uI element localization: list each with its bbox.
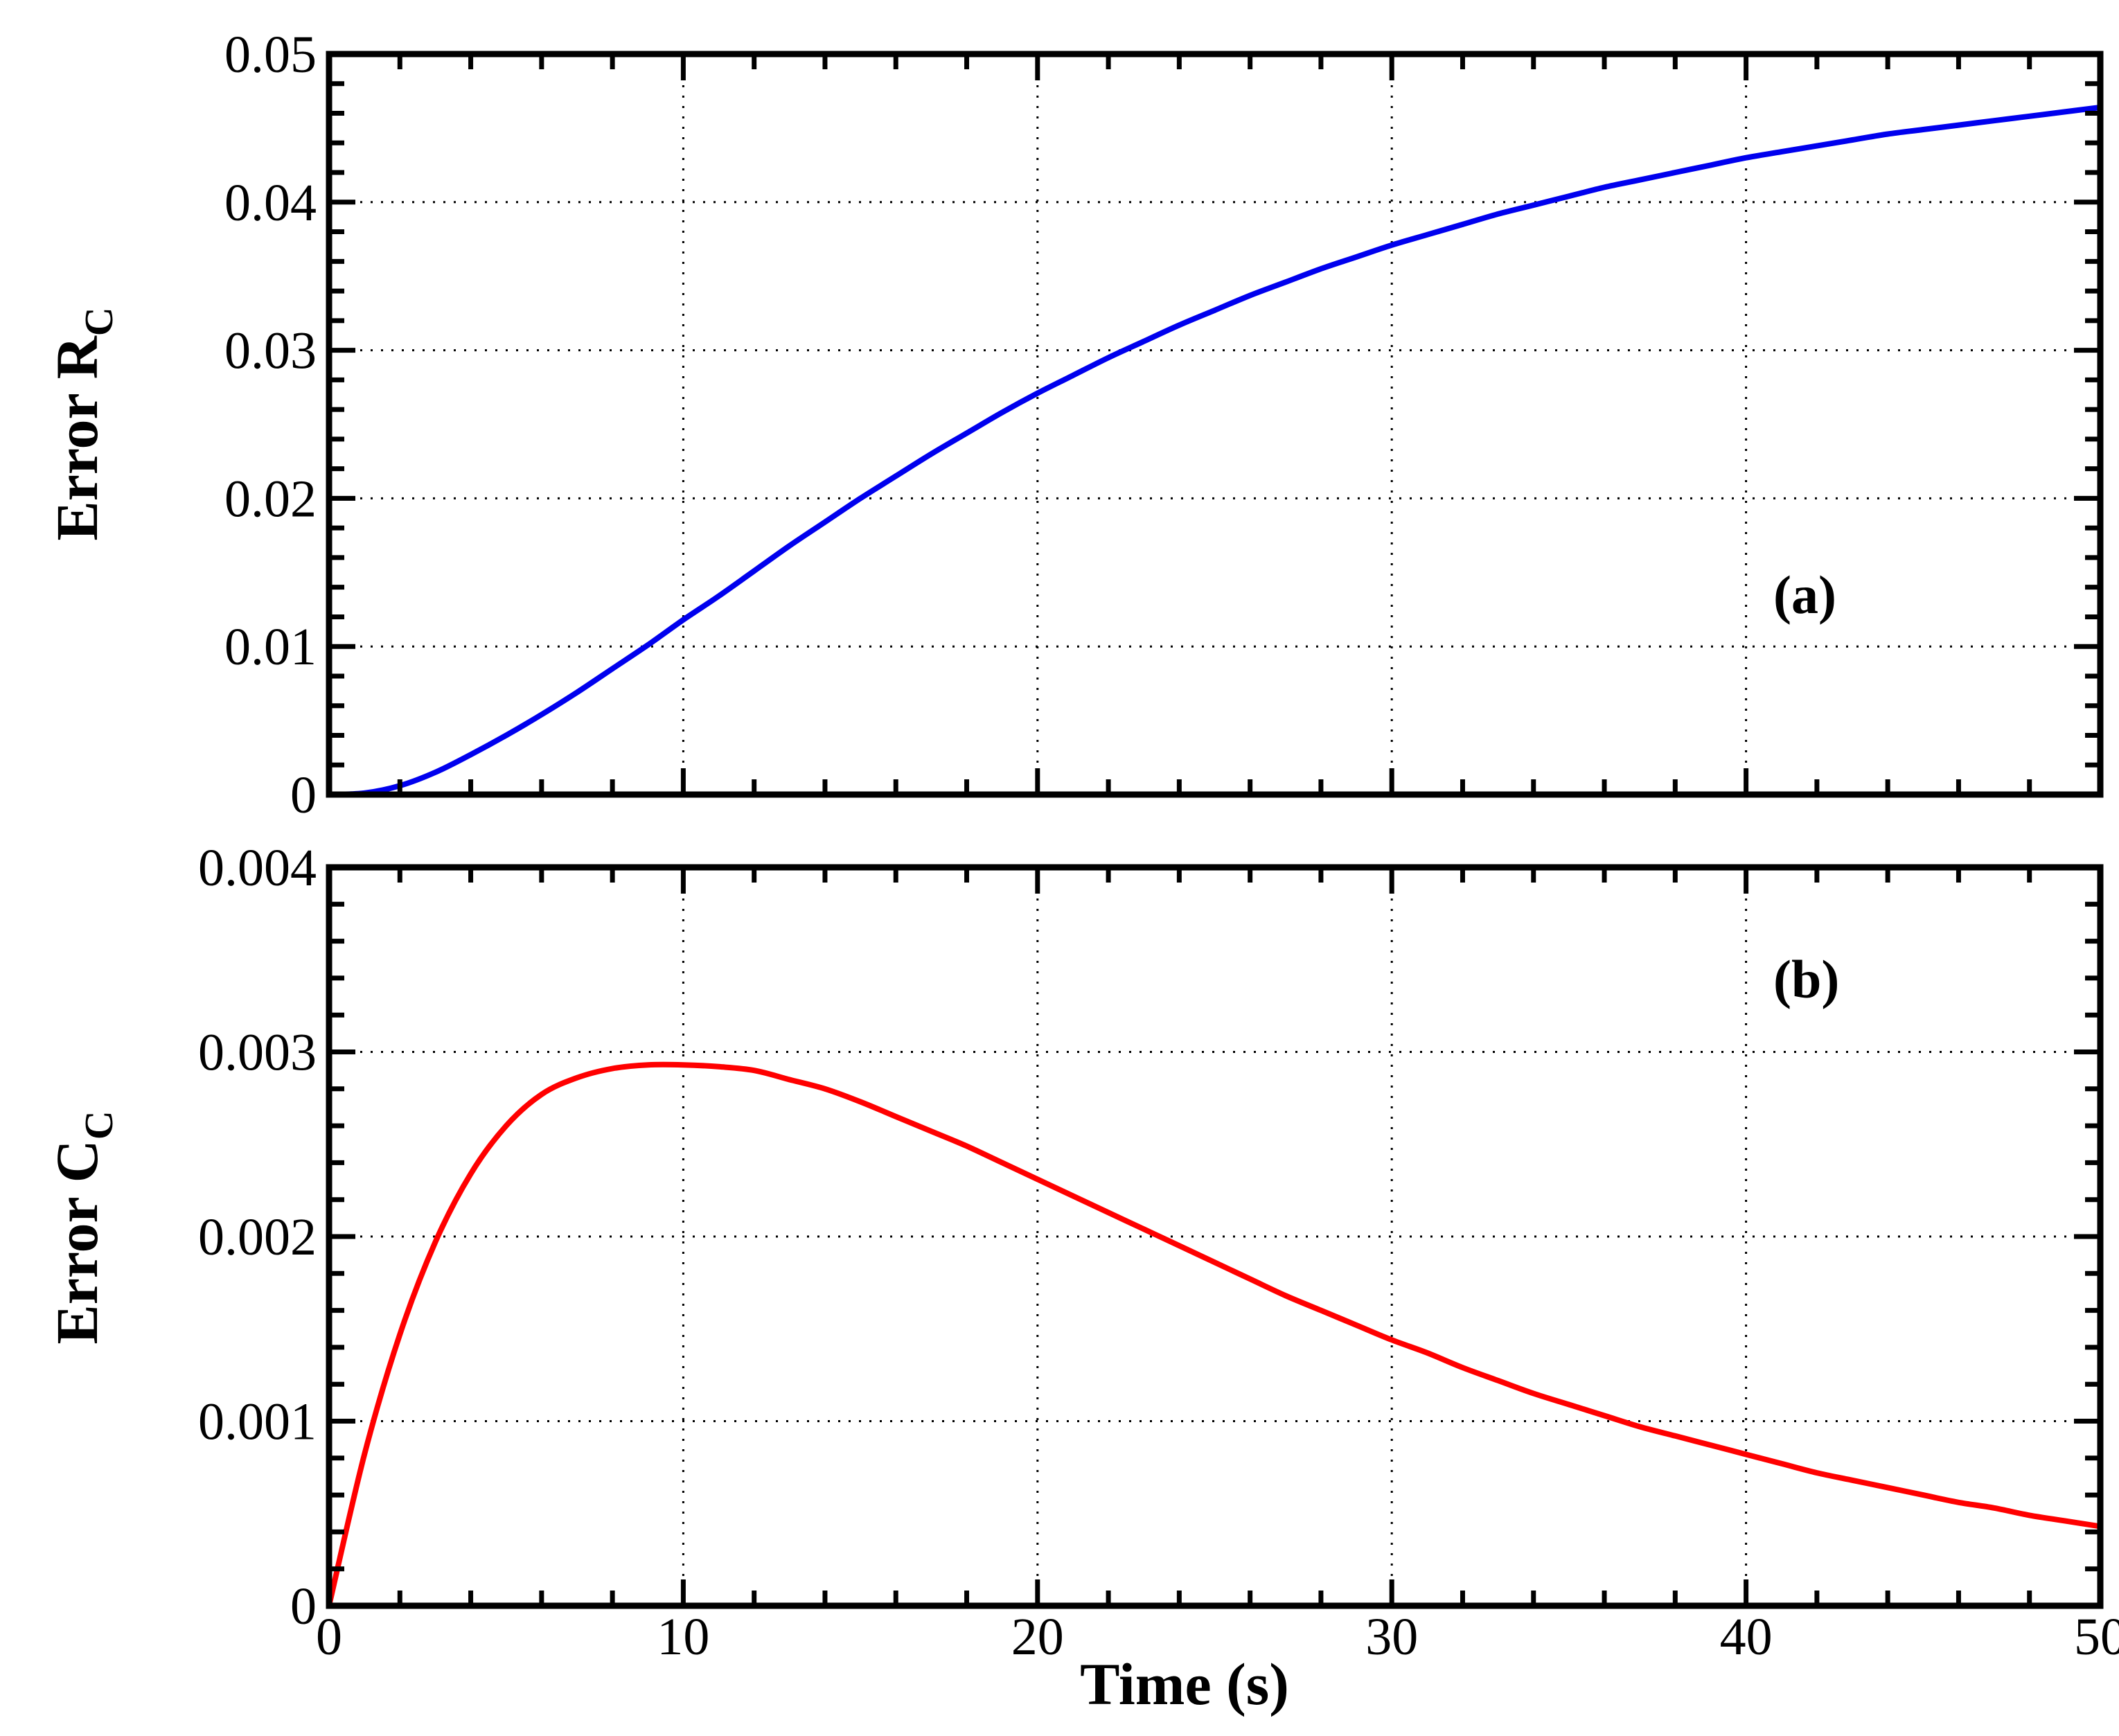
panel-a-y-axis-title: Error RC bbox=[44, 307, 121, 540]
panel-b-frame bbox=[326, 864, 2104, 1609]
panel-b-ytick-label-0: 0 bbox=[290, 1577, 317, 1636]
panel-a-ylabel-sub: C bbox=[76, 307, 121, 336]
panel-b-grid bbox=[329, 867, 2100, 1606]
panel-a-ylabel-main: Error R bbox=[44, 335, 110, 540]
panel-b-xtick-label-2: 20 bbox=[1011, 1608, 1064, 1666]
panel-a: 0 0.01 0.02 0.03 0.04 0.05 (a) Error RC bbox=[44, 26, 2104, 824]
x-axis-title: Time (s) bbox=[1080, 1651, 1289, 1717]
panel-a-ticks bbox=[326, 51, 2103, 797]
panel-b-xtick-label-5: 50 bbox=[2074, 1608, 2119, 1666]
panel-b-ylabel-sub: C bbox=[76, 1110, 121, 1140]
panel-b: 0 0.001 0.002 0.003 0.004 0 10 20 30 40 50 (b) Err… bbox=[44, 839, 2119, 1717]
panel-a-tag: (a) bbox=[1773, 565, 1836, 625]
panel-b-xtick-label-4: 40 bbox=[1720, 1608, 1773, 1666]
panel-a-tick-labels: 0 0.01 0.02 0.03 0.04 0.05 bbox=[224, 26, 317, 824]
panel-b-tag: (b) bbox=[1773, 949, 1839, 1009]
panel-b-xtick-label-1: 10 bbox=[657, 1608, 709, 1666]
panel-a-ytick-label-5: 0.05 bbox=[224, 26, 317, 84]
panel-b-y-axis-title: Error CC bbox=[44, 1110, 121, 1344]
panel-b-ytick-label-2: 0.002 bbox=[198, 1208, 317, 1266]
panel-a-ytick-label-2: 0.02 bbox=[224, 470, 317, 528]
panel-b-xtick-label-3: 30 bbox=[1365, 1608, 1418, 1666]
panel-b-ytick-label-1: 0.001 bbox=[198, 1393, 317, 1451]
panel-a-grid bbox=[329, 54, 2100, 795]
panel-b-ytick-label-3: 0.003 bbox=[198, 1024, 317, 1082]
panel-a-ytick-label-0: 0 bbox=[290, 766, 317, 824]
panel-a-frame bbox=[326, 51, 2104, 798]
panel-a-ytick-label-3: 0.03 bbox=[224, 322, 317, 380]
panel-b-ytick-label-4: 0.004 bbox=[198, 839, 317, 897]
panel-a-ytick-label-1: 0.01 bbox=[224, 618, 317, 676]
panel-a-ytick-label-4: 0.04 bbox=[224, 174, 317, 232]
panel-a-series-line bbox=[326, 105, 2103, 797]
panel-b-series-line bbox=[326, 1061, 2103, 1609]
panel-b-xtick-label-0: 0 bbox=[316, 1608, 342, 1666]
panel-b-ylabel-main: Error C bbox=[44, 1140, 110, 1344]
panel-b-tick-labels: 0 0.001 0.002 0.003 0.004 0 10 20 30 40 50 bbox=[198, 839, 2119, 1666]
